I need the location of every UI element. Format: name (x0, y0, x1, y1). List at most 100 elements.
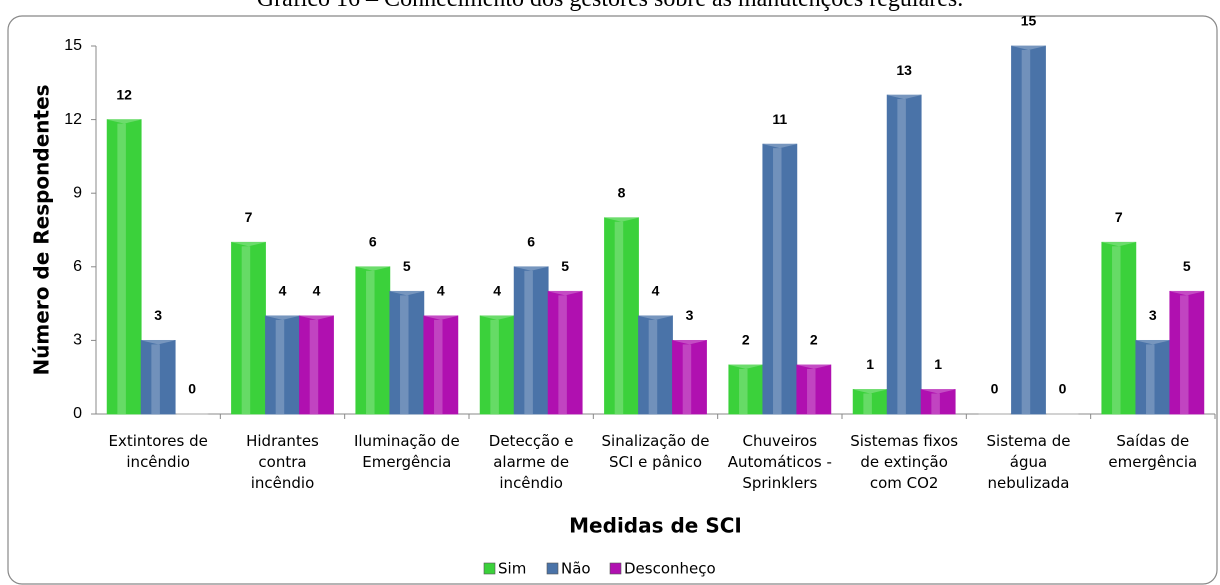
data-label: 1 (866, 356, 874, 372)
bar-shine (863, 393, 872, 414)
data-label: 7 (245, 209, 253, 225)
bar (299, 315, 334, 415)
bar (1101, 241, 1137, 415)
bar-shine (275, 319, 285, 414)
bar (852, 389, 888, 415)
bar-cap (299, 311, 334, 320)
data-label: 1 (934, 356, 942, 372)
bar-shine (682, 344, 692, 414)
y-axis-title: Número de Respondentes (30, 84, 54, 375)
bar-shine (151, 344, 160, 414)
data-label: 5 (403, 258, 411, 274)
data-label: 4 (279, 283, 287, 299)
bar-cap (389, 287, 424, 296)
data-label: 15 (1021, 13, 1037, 29)
legend-label: Desconheço (624, 560, 716, 578)
x-axis-title: Medidas de SCI (569, 514, 742, 538)
x-tick-label: Iluminação de Emergência (353, 432, 460, 471)
bar-cap (1011, 42, 1046, 50)
bar-cap (728, 360, 763, 369)
bar (479, 315, 515, 415)
bar-shine (1021, 50, 1031, 414)
data-label: 0 (1059, 381, 1067, 397)
x-tick-label: Chuveiros Automáticos - Sprinklers (727, 432, 832, 492)
x-tick-label: Saídas de emergência (1108, 432, 1198, 471)
data-label: 13 (896, 62, 912, 78)
bar-shine (931, 393, 940, 414)
bar-cap (231, 238, 266, 247)
bar (638, 315, 673, 415)
bar (1011, 45, 1046, 415)
bar-cap (1169, 287, 1204, 296)
bar (265, 315, 300, 415)
x-tick-label: Sistema de água nebulizada (986, 432, 1071, 492)
data-label: 4 (652, 283, 660, 299)
bar-shine (614, 221, 624, 414)
bar-cap (796, 360, 831, 369)
bar-cap (355, 262, 390, 271)
data-label: 6 (527, 234, 535, 250)
legend-swatch (483, 562, 496, 575)
bar (920, 389, 956, 415)
bar-shine (648, 319, 658, 414)
data-label: 0 (188, 381, 196, 397)
bar-cap (853, 385, 888, 394)
bar-cap (175, 410, 210, 418)
data-label: 0 (991, 381, 999, 397)
x-tick-label: Sinalização de SCI e pânico (601, 432, 710, 471)
bar-cap (672, 336, 707, 345)
bar-cap (604, 213, 639, 222)
y-tick-label: 12 (64, 111, 82, 128)
x-tick-label: Detecção e alarme de incêndio (488, 432, 574, 492)
bar-cap (977, 410, 1012, 418)
bar (1169, 290, 1205, 415)
bar (1135, 339, 1171, 415)
legend-swatch (546, 562, 559, 575)
y-tick-label: 0 (73, 405, 82, 422)
bar-shine (490, 319, 499, 414)
bar (106, 119, 142, 415)
data-label: 3 (154, 307, 162, 323)
bar (886, 94, 922, 415)
bar-shine (434, 319, 443, 414)
data-label: 4 (313, 283, 321, 299)
bar-cap (887, 91, 922, 100)
data-label: 6 (369, 234, 377, 250)
data-label: 3 (686, 307, 694, 323)
data-label: 2 (810, 332, 818, 348)
bar-cap (480, 311, 515, 320)
bar-shine (366, 270, 375, 414)
bar-cap (141, 336, 176, 345)
bar-cap (762, 140, 797, 149)
bar (762, 143, 798, 415)
bar-shine (897, 99, 906, 415)
x-tick-label: Sistemas fixos de extinção com CO2 (850, 432, 959, 492)
bar (423, 315, 459, 415)
y-tick-label: 6 (73, 258, 82, 275)
y-tick-label: 9 (73, 184, 82, 201)
bar-shine (1146, 344, 1155, 414)
data-label: 4 (437, 283, 445, 299)
x-tick-label: Hidrantes contra incêndio (246, 432, 319, 492)
data-label: 4 (493, 283, 501, 299)
bar (513, 266, 549, 415)
bar-cap (265, 311, 300, 320)
data-label: 8 (618, 184, 626, 200)
bar-cap (1101, 238, 1136, 247)
data-label: 7 (1115, 209, 1123, 225)
frame (7, 15, 1218, 585)
legend-label: Sim (498, 560, 526, 578)
bar (547, 290, 583, 415)
bar-shine (309, 319, 319, 414)
bar-shine (773, 148, 782, 414)
bar-shine (524, 270, 533, 414)
bar-cap (423, 311, 458, 320)
bar-shine (1180, 295, 1189, 414)
data-label: 5 (1183, 258, 1191, 274)
bar-shine (241, 246, 251, 414)
bar-shine (739, 368, 748, 414)
bar (796, 364, 832, 415)
bar (140, 339, 176, 415)
